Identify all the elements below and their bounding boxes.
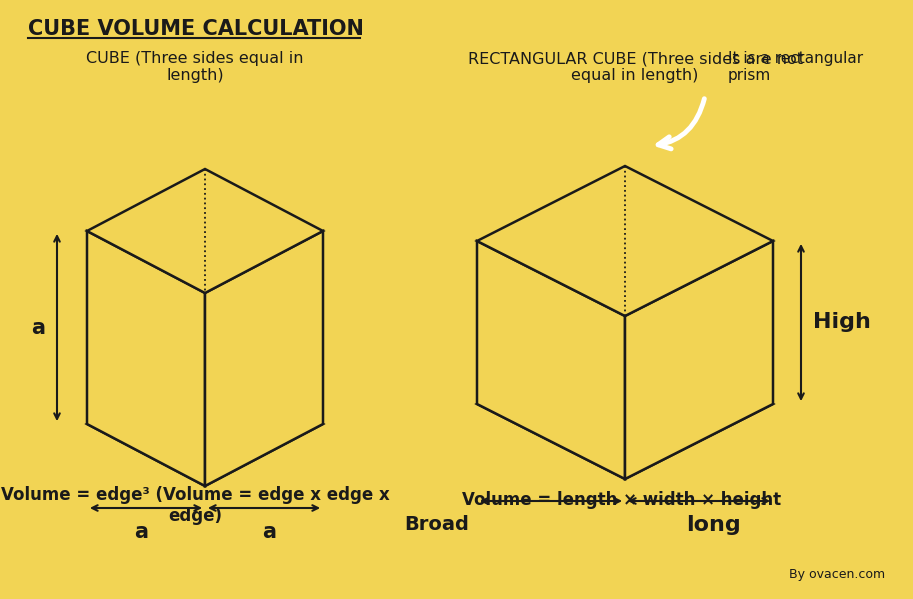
Text: Broad: Broad xyxy=(404,515,469,534)
Text: a: a xyxy=(262,522,276,542)
Text: a: a xyxy=(31,317,45,337)
Polygon shape xyxy=(477,329,773,479)
Polygon shape xyxy=(477,241,625,479)
Text: High: High xyxy=(813,313,871,332)
Text: Volume = edge³ (Volume = edge x edge x
edge): Volume = edge³ (Volume = edge x edge x e… xyxy=(1,486,389,525)
Polygon shape xyxy=(87,362,323,486)
Text: Volume = length × width × height: Volume = length × width × height xyxy=(463,491,782,509)
Text: It is a rectangular
prism: It is a rectangular prism xyxy=(728,50,863,83)
Text: CUBE VOLUME CALCULATION: CUBE VOLUME CALCULATION xyxy=(28,19,364,39)
FancyArrowPatch shape xyxy=(658,99,704,149)
Text: By ovacen.com: By ovacen.com xyxy=(789,568,885,581)
Polygon shape xyxy=(87,231,205,486)
Text: a: a xyxy=(134,522,148,542)
Polygon shape xyxy=(205,231,323,486)
Text: long: long xyxy=(687,515,741,535)
Polygon shape xyxy=(87,169,323,293)
Text: RECTANGULAR CUBE (Three sides are not
equal in length): RECTANGULAR CUBE (Three sides are not eq… xyxy=(467,51,803,83)
Text: CUBE (Three sides equal in
length): CUBE (Three sides equal in length) xyxy=(86,51,304,83)
Polygon shape xyxy=(625,241,773,479)
Polygon shape xyxy=(477,166,773,316)
